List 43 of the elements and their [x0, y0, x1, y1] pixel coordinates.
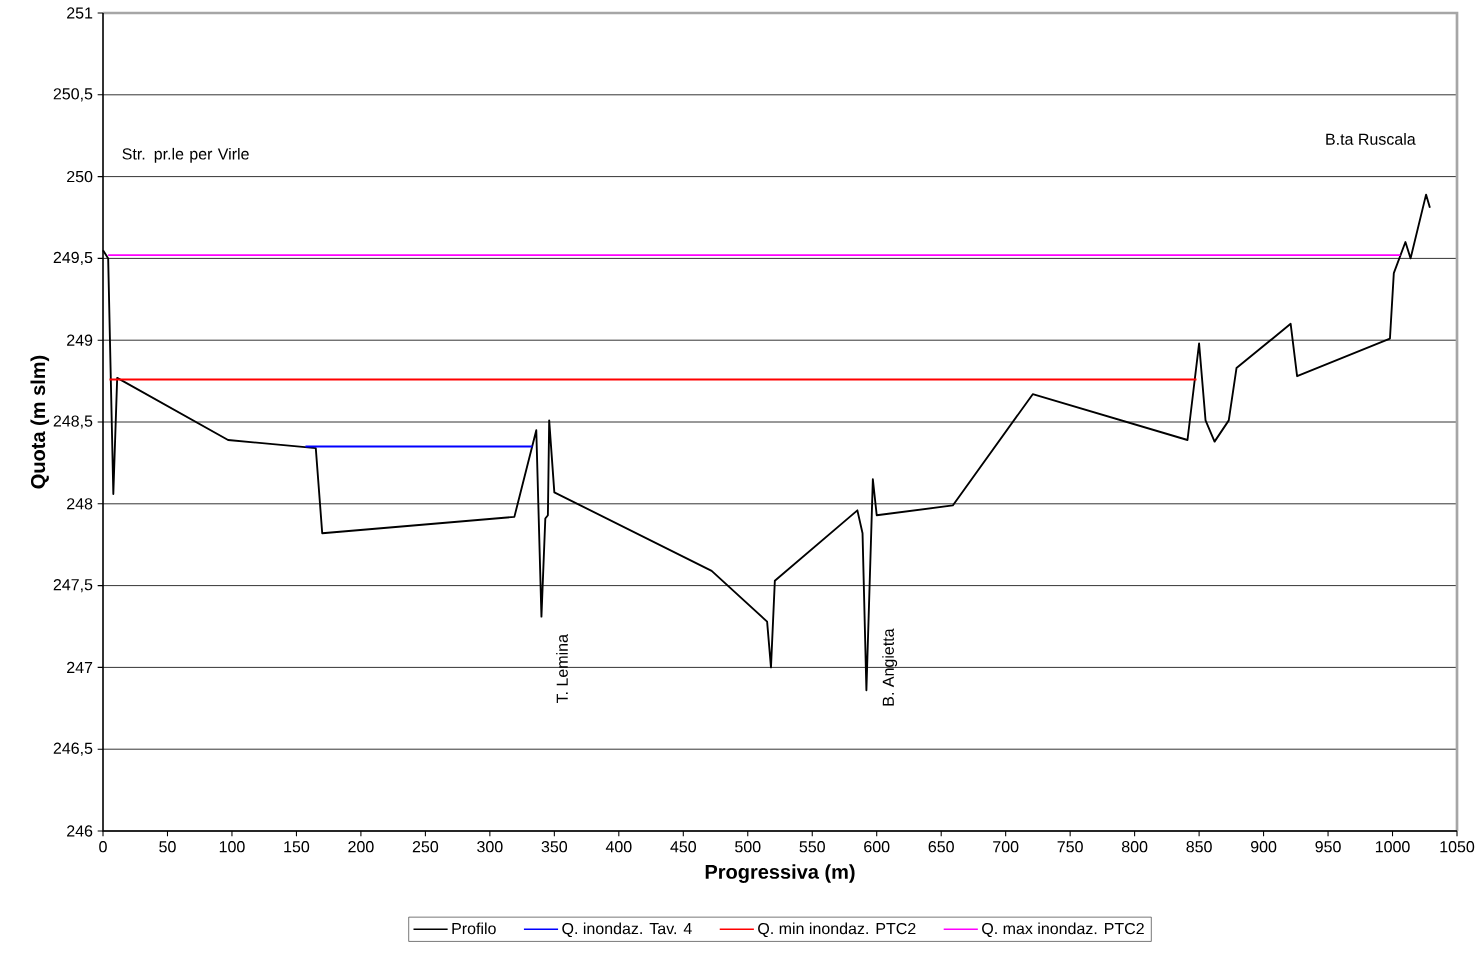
x-tick-label: 950 [1315, 841, 1341, 853]
x-tick-label: 400 [605, 841, 632, 853]
x-tick-label: 650 [928, 841, 954, 853]
x-tick-label: 450 [670, 841, 697, 853]
x-tick-label: 1000 [1375, 841, 1410, 853]
x-tick-label: 900 [1250, 841, 1277, 853]
y-tick-label: 249 [67, 334, 93, 346]
y-tick-label: 250,5 [53, 88, 93, 102]
x-tick-label: 0 [99, 841, 107, 853]
legend-label: Q. min inondaz. PTC2 [758, 922, 916, 938]
x-tick-label: 100 [219, 841, 245, 853]
legend-label: Profilo [452, 922, 496, 935]
legend-label: Q. max inondaz. PTC2 [982, 922, 1144, 938]
y-tick-label: 247,5 [53, 579, 93, 593]
y-tick-label: 246,5 [53, 742, 93, 756]
x-tick-label: 250 [412, 841, 439, 853]
y-tick-label: 248 [67, 498, 93, 510]
x-tick-label: 150 [284, 841, 310, 853]
y-tick-label: 250 [67, 170, 93, 183]
x-tick-label: 850 [1186, 841, 1212, 853]
y-tick-label: 251 [67, 7, 93, 19]
y-tick-label: 246 [67, 825, 93, 837]
annotation: Str. pr.le per Virle [122, 147, 249, 163]
x-tick-label: 700 [993, 841, 1019, 853]
x-tick-label: 500 [735, 841, 761, 853]
y-axis-title: Quota (m slm) [30, 355, 50, 489]
y-tick-label: 249,5 [53, 251, 93, 266]
x-axis-title: Progressiva (m) [705, 864, 855, 883]
x-tick-label: 1050 [1440, 841, 1475, 853]
annotation: B. Angietta [882, 628, 898, 706]
x-tick-label: 550 [799, 841, 825, 853]
x-tick-label: 600 [864, 841, 890, 853]
annotation: B.ta Ruscala [1326, 133, 1416, 145]
x-tick-label: 750 [1057, 841, 1083, 853]
x-tick-label: 50 [159, 841, 176, 853]
x-tick-label: 200 [348, 841, 374, 853]
legend-label: Q. inondaz. Tav. 4 [562, 922, 692, 938]
annotation: T. Lemina [556, 634, 568, 704]
y-tick-label: 248,5 [53, 415, 93, 429]
y-tick-label: 247 [67, 661, 93, 673]
x-tick-label: 800 [1121, 841, 1148, 853]
x-tick-label: 300 [477, 841, 503, 853]
x-tick-label: 350 [541, 841, 568, 853]
